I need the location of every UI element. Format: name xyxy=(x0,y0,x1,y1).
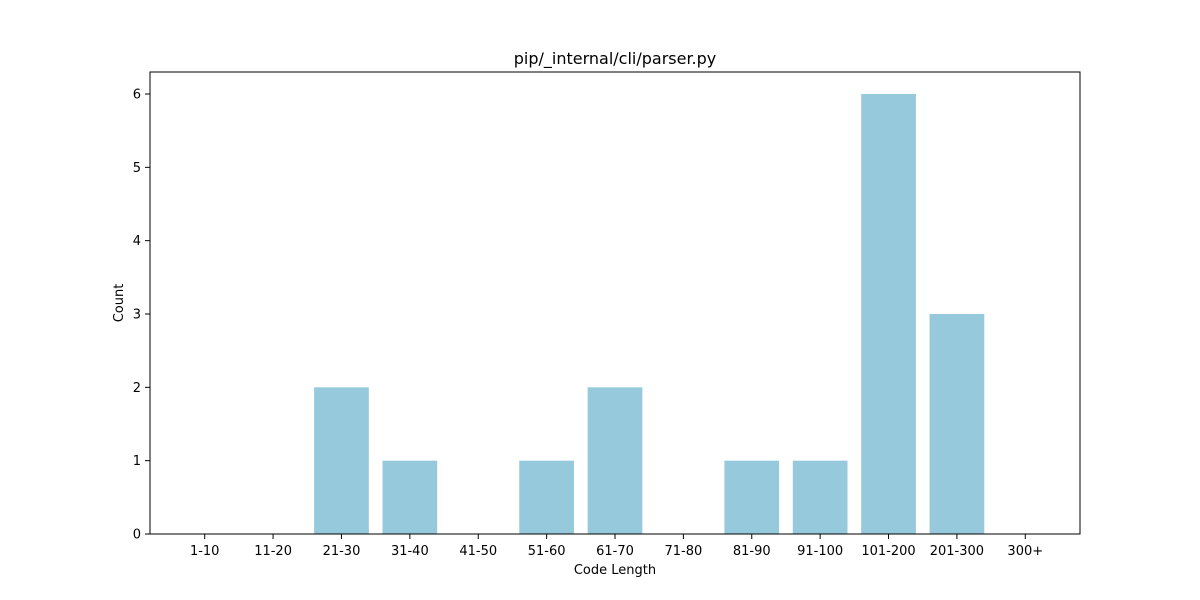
y-tick-label: 0 xyxy=(133,528,141,543)
x-tick-label: 71-80 xyxy=(664,544,702,559)
y-tick-label: 4 xyxy=(133,234,141,249)
x-tick-label: 300+ xyxy=(1007,544,1043,559)
x-tick-label: 21-30 xyxy=(323,544,361,559)
x-axis: 1-10 11-20 21-30 31-40 41-50 51-60 61-70 71-80 8… xyxy=(190,534,1043,559)
bars-layer xyxy=(314,94,984,534)
x-axis-title: Code Length xyxy=(574,563,656,578)
y-tick-label: 2 xyxy=(133,381,141,396)
bar-81-90 xyxy=(724,461,779,534)
x-tick-label: 201-300 xyxy=(930,544,984,559)
x-tick-label: 91-100 xyxy=(797,544,843,559)
x-tick-label: 31-40 xyxy=(391,544,429,559)
bar-51-60 xyxy=(519,461,574,534)
y-axis: 0 1 2 3 4 5 6 xyxy=(133,88,150,543)
bar-101-200 xyxy=(861,94,916,534)
x-tick-label: 61-70 xyxy=(596,544,634,559)
x-tick-label: 1-10 xyxy=(190,544,220,559)
x-tick-label: 101-200 xyxy=(861,544,915,559)
y-tick-label: 1 xyxy=(133,454,141,469)
bar-61-70 xyxy=(588,387,643,534)
bar-201-300 xyxy=(930,314,985,534)
y-tick-label: 5 xyxy=(133,161,141,176)
y-tick-label: 6 xyxy=(133,88,141,103)
x-tick-label: 41-50 xyxy=(459,544,497,559)
x-tick-label: 51-60 xyxy=(528,544,566,559)
chart-title: pip/_internal/cli/parser.py xyxy=(514,49,717,69)
bar-21-30 xyxy=(314,387,369,534)
x-tick-label: 81-90 xyxy=(733,544,771,559)
bar-91-100 xyxy=(793,461,848,534)
y-axis-title: Count xyxy=(112,284,127,323)
bar-31-40 xyxy=(383,461,438,534)
x-tick-label: 11-20 xyxy=(254,544,292,559)
y-tick-label: 3 xyxy=(133,308,141,323)
